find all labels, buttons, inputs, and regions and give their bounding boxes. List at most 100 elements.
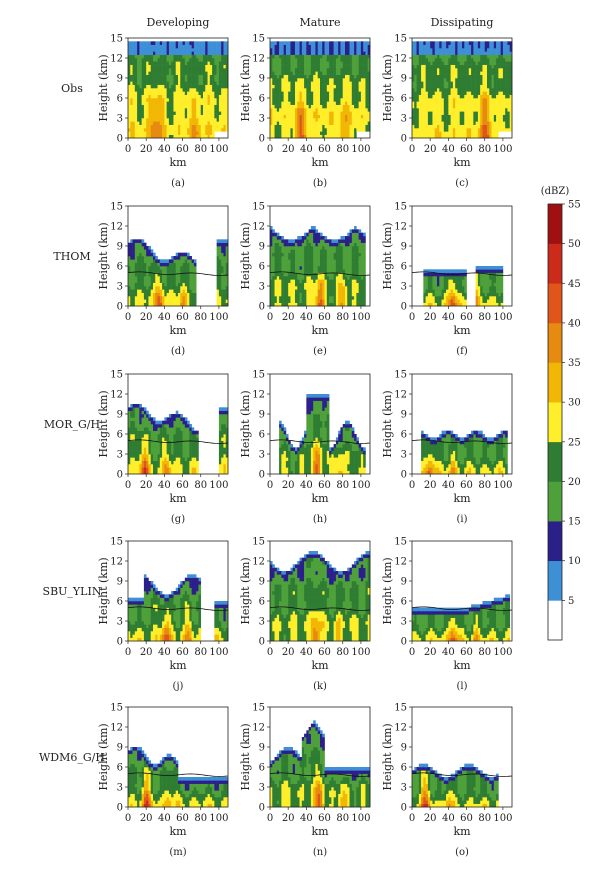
field-cell	[347, 134, 350, 139]
field-cell	[491, 74, 495, 79]
field-cell	[128, 118, 131, 122]
field-cell	[455, 48, 458, 52]
field-cell	[196, 134, 199, 139]
field-cell	[477, 78, 481, 82]
field-cell	[157, 84, 161, 89]
field-cell	[427, 94, 431, 99]
field-cell	[466, 134, 470, 139]
field-cell	[155, 94, 158, 99]
field-cell	[498, 84, 501, 89]
field-cell	[448, 108, 451, 112]
field-cell	[306, 54, 309, 59]
field-cell	[496, 78, 499, 82]
field-cell	[432, 81, 436, 85]
field-cell	[414, 64, 417, 69]
field-cell	[223, 252, 227, 257]
field-cell	[320, 292, 323, 297]
field-cell	[184, 41, 188, 45]
field-cell	[434, 74, 438, 79]
field-cell	[288, 302, 291, 307]
field-cell	[471, 71, 474, 75]
field-cell	[313, 111, 316, 115]
field-cell	[141, 111, 145, 115]
field-cell	[430, 61, 433, 65]
field-cell	[432, 101, 436, 105]
field-cell	[457, 88, 461, 92]
field-cell	[367, 88, 371, 92]
field-cell	[191, 64, 195, 69]
field-cell	[471, 94, 474, 99]
field-cell	[191, 121, 195, 125]
field-cell	[412, 101, 415, 105]
field-cell	[270, 64, 273, 69]
field-cell	[198, 48, 202, 52]
field-cell	[143, 299, 147, 303]
field-cell	[313, 229, 316, 233]
field-cell	[468, 114, 472, 119]
x-tick-label: 40	[300, 144, 313, 155]
field-cell	[178, 296, 181, 300]
field-cell	[137, 279, 140, 283]
field-cell	[326, 64, 330, 69]
field-cell	[168, 64, 172, 69]
field-cell	[184, 252, 188, 257]
field-cell	[434, 108, 438, 112]
field-cell	[223, 78, 227, 82]
field-cell	[301, 51, 305, 55]
field-cell	[173, 276, 177, 280]
field-cell	[464, 54, 467, 59]
field-cell	[164, 81, 167, 85]
field-cell	[295, 91, 298, 95]
field-cell	[301, 239, 305, 243]
field-cell	[345, 61, 348, 65]
field-cell	[175, 266, 179, 270]
x-axis-label: km	[311, 156, 329, 169]
field-cell	[326, 108, 330, 112]
field-cell	[178, 124, 181, 129]
field-cell	[134, 121, 138, 125]
field-cell	[290, 58, 294, 62]
field-cell	[150, 296, 154, 300]
field-cell	[299, 262, 303, 267]
field-cell	[276, 289, 280, 293]
field-cell	[171, 58, 174, 62]
field-cell	[164, 91, 167, 95]
field-cell	[315, 292, 319, 297]
field-cell	[134, 44, 138, 49]
field-cell	[308, 262, 312, 267]
field-cell	[480, 58, 483, 62]
field-cell	[137, 91, 140, 95]
field-cell	[216, 81, 220, 85]
field-cell	[207, 88, 211, 92]
field-cell	[281, 81, 284, 85]
field-cell	[324, 94, 328, 99]
field-cell	[335, 98, 339, 102]
field-cell	[430, 94, 433, 99]
field-cell	[363, 124, 366, 129]
field-cell	[299, 279, 303, 283]
field-cell	[434, 128, 438, 132]
field-cell	[279, 269, 282, 273]
field-cell	[448, 104, 451, 109]
field-cell	[331, 98, 334, 102]
field-cell	[455, 71, 458, 75]
field-cell	[276, 286, 280, 290]
field-cell	[141, 101, 145, 105]
field-cell	[363, 74, 366, 79]
field-cell	[216, 61, 220, 65]
field-cell	[223, 269, 227, 273]
field-cell	[335, 114, 339, 119]
field-cell	[493, 74, 497, 79]
field-cell	[443, 68, 447, 72]
field-cell	[225, 252, 229, 257]
field-cell	[477, 71, 481, 75]
field-cell	[342, 51, 346, 55]
field-cell	[212, 74, 215, 79]
field-cell	[221, 58, 224, 62]
field-cell	[477, 44, 481, 49]
field-cell	[367, 71, 371, 75]
field-cell	[452, 58, 456, 62]
field-cell	[223, 262, 227, 267]
field-cell	[365, 101, 369, 105]
field-cell	[187, 121, 190, 125]
